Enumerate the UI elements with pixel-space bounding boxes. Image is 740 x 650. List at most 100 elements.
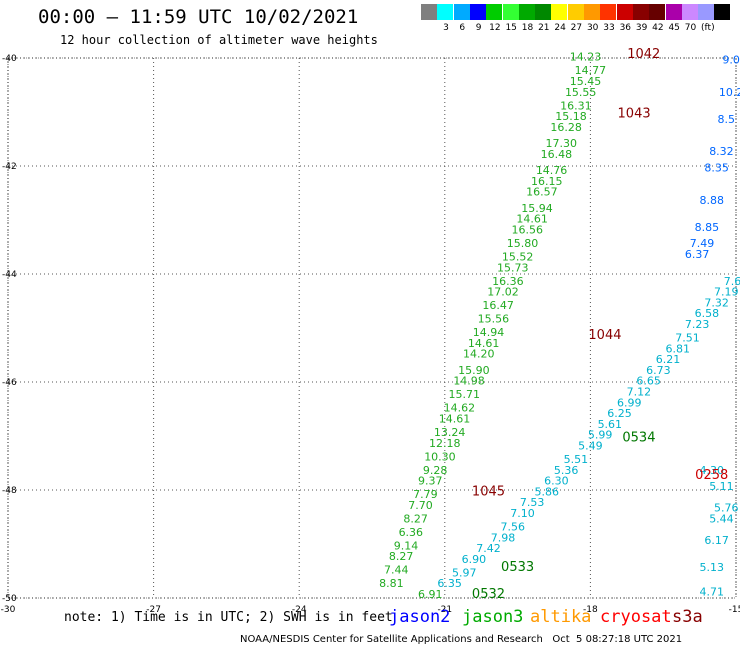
legend-swatch [665,4,682,20]
data-point-label: 6.21 [656,353,681,366]
legend-label: 18 [521,23,534,33]
data-point-label: 5.99 [588,429,613,442]
legend-label: 45 [668,23,680,33]
legend-swatch [600,4,617,20]
data-point-label: 5.11 [709,480,734,493]
data-point-label: 7.98 [491,531,516,544]
data-point-label: 15.18 [555,110,587,123]
data-point-label: 15.56 [478,313,510,326]
legend-swatch [437,4,454,20]
data-point-label: 14.77 [575,64,607,77]
legend-label: 3 [443,23,449,33]
data-point-label: 16.48 [541,148,573,161]
legend-swatch [616,4,633,20]
x-tick-label: -18 [583,605,598,615]
pass-time-annotation: 0534 [622,430,655,445]
data-point-label: 7.79 [413,488,438,501]
data-point-label: 6.17 [704,534,729,547]
legend-swatch [632,4,649,20]
legend-swatch [714,4,731,20]
data-point-label: 6.37 [685,248,710,261]
data-point-label: 10.2 [719,86,740,99]
data-point-label: 6.91 [418,588,443,601]
data-point-label: 16.56 [512,224,544,237]
data-point-label: 15.94 [521,202,553,215]
data-point-label: 4.30 [699,464,724,477]
data-point-label: 6.30 [544,475,569,488]
data-point-label: 14.61 [516,213,548,226]
data-point-label: 5.36 [554,464,579,477]
data-point-label: 14.94 [473,326,505,339]
credit-line: NOAA/NESDIS Center for Satellite Applica… [240,634,683,645]
data-point-label: 7.23 [685,318,710,331]
data-point-label: 7.70 [408,499,433,512]
legend-label: 9 [475,23,482,33]
pass-time-annotation: 1042 [627,47,660,62]
data-point-label: 5.61 [598,418,623,431]
legend-swatch [469,4,486,20]
data-point-label: 14.20 [463,348,495,361]
data-point-label: 5.86 [534,485,559,498]
x-tick-label: -30 [1,605,16,615]
data-point-label: 6.36 [399,526,424,539]
data-point-label: 7.49 [690,237,715,250]
legend-swatch [584,4,600,20]
data-point-label: 9.14 [394,539,419,552]
y-tick-label: -48 [2,486,17,496]
data-point-label: 5.76 [714,502,739,515]
data-point-label: 5.44 [709,512,734,525]
pass-time-annotation: 1044 [588,328,621,343]
legend-swatch [518,4,535,20]
data-point-label: 7.12 [627,386,652,399]
data-point-label: 14.61 [439,413,471,426]
legend-label: 12 [489,23,501,33]
data-point-label: 8.27 [403,512,428,525]
footnote: note: 1) Time is in UTC; 2) SWH is in fe… [64,610,393,625]
x-tick-label: -15 [729,605,740,615]
y-tick-label: -50 [2,594,17,604]
data-point-label: 14.61 [468,337,500,350]
data-point-label: 16.47 [482,299,514,312]
y-tick-label: -44 [2,270,17,280]
data-point-label: 6.58 [695,307,720,320]
legend-swatch [551,4,568,20]
legend-label: 6 [459,23,466,33]
legend-swatch [649,4,666,20]
y-tick-label: -42 [2,162,17,172]
x-tick-label: -27 [146,605,161,615]
data-point-label: 6.90 [462,553,487,566]
data-point-label: 17.30 [546,137,578,150]
data-point-label: 6.35 [437,577,462,590]
data-point-label: 8.88 [699,194,724,207]
x-tick-label: -24 [292,605,307,615]
data-point-label: 15.71 [448,388,480,401]
data-point-label: 7.61 [724,275,740,288]
pass-time-annotation: 1045 [472,484,505,499]
satellite-label-altika: altika [530,607,592,627]
data-point-label: 15.80 [507,237,539,250]
legend-label: 27 [570,23,583,33]
data-point-label: 17.02 [487,286,519,299]
data-point-label: 5.51 [564,453,589,466]
satellite-label-jason3: jason3 [462,607,524,627]
data-point-label: 16.36 [492,275,524,288]
data-point-label: 16.31 [560,99,592,112]
data-point-label: 7.44 [384,564,409,577]
data-point-label: 8.27 [389,550,414,563]
data-point-label: 16.15 [531,175,563,188]
data-point-label: 14.76 [536,164,568,177]
pass-time-annotation: 0533 [501,560,534,575]
data-point-label: 5.49 [578,440,603,453]
data-point-label: 8.81 [379,577,404,590]
legend-label: 70 [684,23,697,33]
data-point-label: 7.51 [675,332,700,345]
data-point-label: 14.23 [570,51,602,64]
legend-label: 21 [538,23,550,33]
data-point-label: 8.85 [695,221,720,234]
legend-unit: (ft) [701,23,715,33]
data-point-label: 9.37 [418,475,443,488]
legend-swatch [421,4,437,20]
legend-swatch [486,4,503,20]
data-point-label: 15.52 [502,251,534,264]
